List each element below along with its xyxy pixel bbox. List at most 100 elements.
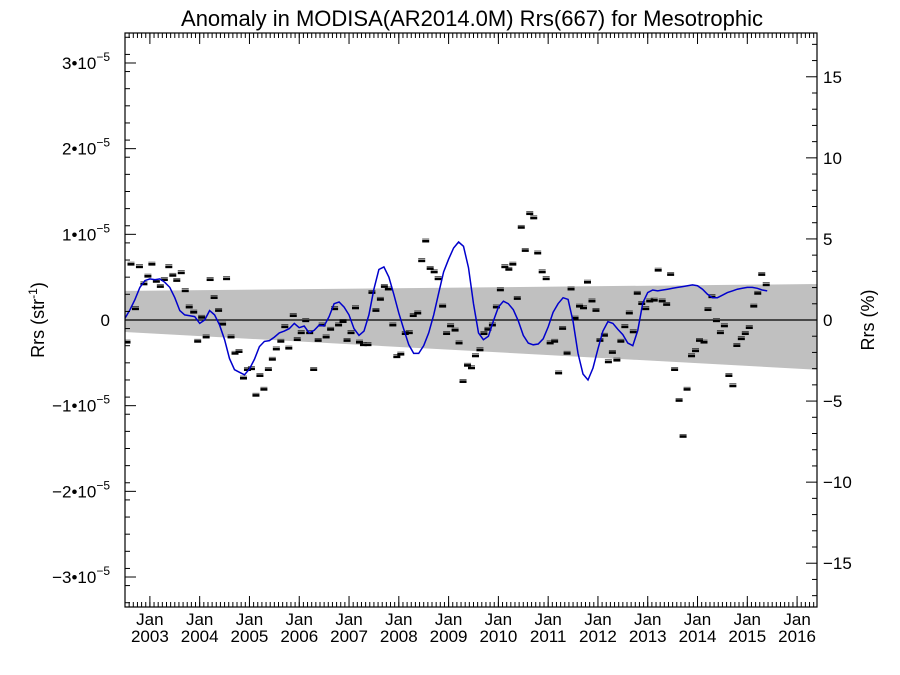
x-tick-year: 2016: [778, 627, 816, 646]
data-point: [376, 296, 384, 301]
data-point: [530, 215, 538, 220]
data-point: [397, 351, 405, 356]
x-tick-year: 2015: [728, 627, 766, 646]
data-point: [716, 330, 724, 335]
data-point: [131, 306, 139, 311]
data-point: [563, 350, 571, 355]
data-point: [380, 284, 388, 288]
left-tick-label: 1•10−5: [62, 221, 110, 244]
data-point: [679, 434, 687, 438]
data-point: [683, 386, 691, 391]
data-point: [704, 307, 712, 312]
data-point: [210, 295, 218, 300]
data-point: [389, 322, 397, 327]
data-point: [202, 334, 210, 339]
data-point: [177, 270, 185, 275]
data-point: [405, 330, 413, 335]
x-tick-year: 2011: [530, 627, 567, 646]
data-point: [658, 298, 666, 303]
data-point: [364, 342, 372, 347]
data-point: [148, 261, 156, 266]
uncertainty-band-layer: [125, 284, 817, 370]
data-point: [194, 338, 202, 343]
x-tick-year: 2013: [629, 627, 667, 646]
data-point: [272, 346, 280, 351]
data-point: [745, 325, 753, 330]
data-point: [268, 356, 276, 361]
data-point: [762, 282, 770, 287]
data-point: [484, 326, 492, 331]
data-point: [692, 348, 700, 353]
data-point: [281, 324, 289, 329]
data-point: [327, 326, 335, 331]
x-tick-year: 2009: [430, 627, 468, 646]
data-point: [339, 319, 347, 324]
data-point: [347, 330, 355, 335]
data-point: [750, 303, 758, 308]
data-point: [181, 288, 189, 293]
data-point: [260, 386, 268, 391]
plot-area: [124, 32, 818, 608]
data-point: [476, 347, 484, 352]
data-point: [567, 286, 575, 291]
data-point: [534, 250, 542, 255]
bottom-axis: Jan2003Jan2004Jan2005Jan2006Jan2007Jan20…: [124, 33, 816, 646]
data-point: [169, 272, 177, 277]
chart-title: Anomaly in MODISA(AR2014.0M) Rrs(667) fo…: [181, 6, 763, 31]
data-point: [480, 331, 488, 336]
data-point: [277, 338, 285, 343]
data-point: [310, 367, 318, 371]
x-tick-month: Jan: [634, 610, 661, 629]
data-point: [538, 269, 546, 274]
right-tick-label: −15: [823, 554, 852, 573]
x-tick-month: Jan: [236, 610, 263, 629]
data-point: [629, 329, 637, 334]
right-axis: 15 10 5 0 −5 −10 −15: [806, 43, 852, 597]
x-tick-year: 2004: [181, 627, 219, 646]
data-point: [580, 305, 588, 310]
data-point: [447, 323, 455, 328]
x-tick-year: 2010: [479, 627, 517, 646]
data-point: [384, 286, 392, 291]
y-axis-label-left: Rrs (str-1): [26, 282, 48, 358]
data-point: [559, 326, 567, 330]
data-point: [720, 323, 728, 328]
data-point: [621, 324, 629, 329]
y-axis-label-right: Rrs (%): [858, 290, 878, 351]
data-point: [592, 308, 600, 312]
data-point: [517, 224, 525, 229]
data-point: [190, 309, 198, 314]
data-point: [198, 314, 206, 319]
left-tick-label: −1•10−5: [52, 393, 110, 416]
data-point: [464, 362, 472, 367]
data-point: [505, 266, 513, 271]
right-tick-label: 5: [823, 230, 832, 249]
x-tick-year: 2014: [679, 627, 717, 646]
data-point: [521, 248, 529, 252]
x-tick-month: Jan: [684, 610, 711, 629]
data-point: [571, 315, 579, 320]
data-point: [576, 303, 584, 308]
ylabel-left-sup: -1: [26, 288, 40, 299]
data-point: [302, 318, 310, 323]
data-point: [293, 337, 301, 342]
data-point: [219, 321, 227, 326]
data-point: [165, 264, 173, 269]
data-point: [289, 313, 297, 318]
data-point: [355, 339, 363, 344]
data-point: [160, 277, 168, 282]
data-point: [725, 373, 733, 377]
data-point: [551, 338, 559, 343]
data-point: [737, 336, 745, 341]
right-tick-label: −5: [823, 392, 842, 411]
left-tick-label: 2•10−5: [62, 136, 110, 159]
data-point: [583, 279, 591, 284]
data-point: [443, 331, 451, 336]
data-point: [509, 261, 517, 266]
data-point: [467, 365, 475, 370]
data-point: [501, 264, 509, 269]
right-tick-label: 0: [823, 311, 832, 330]
left-axis: 3•10−5 2•10−5 1•10−5 0 −1•10−5 −2•10−5 −3•10−5: [52, 36, 136, 604]
data-point: [671, 367, 679, 371]
